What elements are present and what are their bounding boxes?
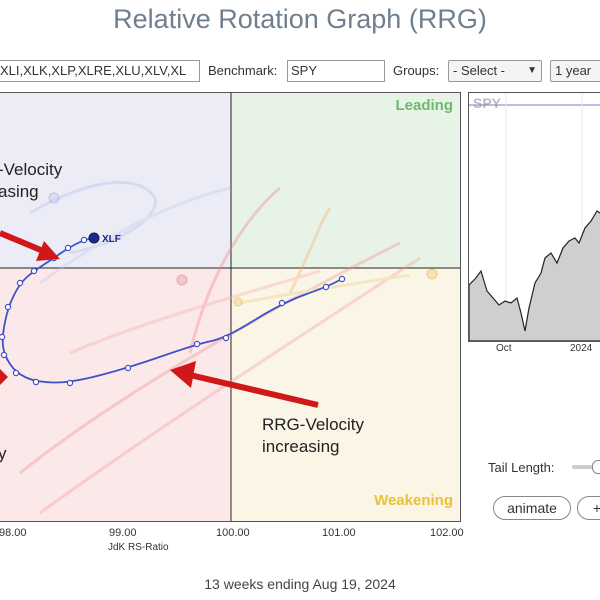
faded-head-yellow-2 (426, 268, 438, 280)
period-select-value: 1 year (555, 63, 592, 78)
x-tick: 99.00 (109, 527, 137, 539)
annotation-velocity-top: -Velocity asing (0, 160, 63, 201)
rrg-plot[interactable]: XLF Leading Weakening -Velocity asing RR… (0, 92, 461, 522)
spy-x-tick-oct: Oct (496, 343, 512, 354)
spy-price-area (469, 210, 600, 341)
faded-head-red (176, 274, 188, 286)
arrow-shaft-top (0, 230, 50, 256)
tail-length-label: Tail Length: (488, 460, 555, 475)
period-select[interactable]: 1 year (550, 60, 600, 82)
xlf-tail-point (16, 279, 24, 287)
xlf-head-marker (88, 232, 100, 244)
faded-tails (19, 180, 421, 515)
quadrant-improving (0, 93, 231, 268)
arrow-head-bottom (170, 361, 196, 388)
faded-heads (48, 192, 438, 307)
groups-select-value: - Select - (453, 63, 506, 78)
faded-tail-blue-1 (29, 180, 157, 255)
xlf-tail-point (278, 299, 286, 307)
arrow-head-left (0, 369, 8, 385)
annotation-velocity-left: y (0, 443, 7, 465)
spy-price-panel: SPY Oct 2024 (468, 92, 600, 342)
arrow-head-top (36, 241, 60, 261)
benchmark-label: Benchmark: (208, 63, 278, 78)
symbols-input[interactable]: XLI,XLK,XLP,XLRE,XLU,XLV,XL (0, 60, 200, 82)
spy-x-tick-2024: 2024 (570, 343, 593, 354)
xlf-tail-point (124, 364, 132, 372)
xlf-tail-point (322, 283, 330, 291)
page-title: Relative Rotation Graph (RRG) (113, 4, 487, 34)
xlf-tail-point (4, 303, 12, 311)
xlf-tail-point (193, 340, 201, 348)
xlf-tail-point (80, 236, 88, 244)
faded-tail-red-2 (39, 256, 421, 515)
footer-period: 13 weeks ending Aug 19, 2024 (204, 576, 396, 592)
tail-length-slider[interactable] (572, 465, 600, 469)
x-axis-label: JdK RS-Ratio (108, 542, 169, 553)
xlf-tail-point (12, 369, 20, 377)
faded-tail-red-4 (188, 186, 281, 354)
xlf-tail-point (0, 333, 6, 341)
xlf-tail-point (0, 351, 8, 359)
xlf-tail-points (0, 236, 346, 387)
xlf-tail-point (222, 334, 230, 342)
faded-tail-orange-1 (288, 207, 332, 294)
xlf-tail-point (64, 244, 72, 252)
spy-sparkline (469, 93, 600, 341)
quadrant-lagging (0, 268, 231, 521)
xlf-tail-point (30, 267, 38, 275)
annotation-arrows (0, 230, 319, 408)
x-tick: 102.00 (430, 527, 464, 539)
benchmark-input[interactable]: SPY (287, 60, 385, 82)
x-tick: 100.00 (216, 527, 250, 539)
rrg-canvas: XLF (0, 93, 460, 521)
x-tick: 101.00 (322, 527, 356, 539)
extra-button[interactable]: + (577, 496, 600, 520)
quadrant-label-leading: Leading (395, 97, 453, 114)
animate-button[interactable]: animate (493, 496, 571, 520)
annotation-velocity-bottom: RRG-Velocity increasing (262, 415, 365, 456)
faded-tail-red-1 (19, 241, 401, 475)
quadrant-label-weakening: Weakening (374, 492, 453, 509)
faded-tail-red-3 (69, 269, 321, 355)
xlf-tail-point (338, 275, 346, 283)
tail-length-slider-handle[interactable] (592, 460, 600, 474)
x-tick: 98.00 (0, 527, 27, 539)
faded-head-yellow-1 (233, 297, 243, 307)
spy-symbol-label: SPY (473, 95, 502, 111)
arrow-shaft-bottom (189, 372, 319, 408)
toolbar: XLI,XLK,XLP,XLRE,XLU,XLV,XL Benchmark: S… (0, 58, 600, 84)
groups-label: Groups: (393, 63, 440, 78)
xlf-tail-point (66, 379, 74, 387)
xlf-tail-point (32, 378, 40, 386)
xlf-symbol-label: XLF (102, 234, 121, 245)
faded-head-blue (48, 192, 60, 204)
quadrant-leading (231, 93, 460, 268)
groups-select[interactable]: - Select - ▼ (448, 60, 542, 82)
faded-tail-blue-2 (39, 186, 231, 285)
chevron-down-icon: ▼ (527, 65, 537, 76)
